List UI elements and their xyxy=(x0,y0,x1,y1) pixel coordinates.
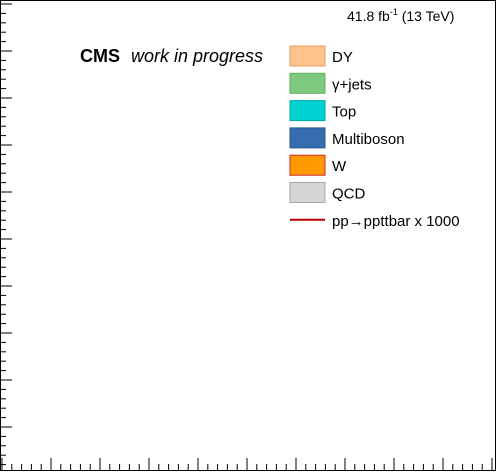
legend-label: DY xyxy=(332,49,353,66)
legend-entry: Top xyxy=(289,100,356,122)
luminosity-exponent: -1 xyxy=(390,7,398,17)
legend-entry: γ+jets xyxy=(289,72,372,94)
legend: DY γ+jets Top Multiboson W QCD pp→ppttbar x 10… xyxy=(289,45,460,230)
legend-label: Top xyxy=(332,104,356,121)
legend-swatch xyxy=(289,127,326,149)
y-axis-ticks xyxy=(1,3,12,466)
legend-swatch xyxy=(289,182,326,203)
luminosity-value: 41.8 fb xyxy=(347,8,390,24)
luminosity-label: 41.8 fb-1 (13 TeV) xyxy=(347,7,454,24)
legend-label: QCD xyxy=(332,186,366,203)
legend-entry: QCD xyxy=(289,182,366,203)
x-axis-ticks xyxy=(1,458,493,470)
legend-label: pp→ppttbar x 1000 xyxy=(332,213,460,230)
legend-swatch xyxy=(289,100,326,122)
cms-label: CMS xyxy=(80,46,120,66)
legend-label: W xyxy=(332,158,347,175)
legend-entry: pp→ppttbar x 1000 xyxy=(290,213,460,230)
legend-label: γ+jets xyxy=(332,76,372,93)
legend-swatch xyxy=(289,45,326,67)
legend-label: Multiboson xyxy=(332,131,405,148)
legend-entry: DY xyxy=(289,45,353,67)
legend-swatch xyxy=(289,154,326,176)
legend-swatch xyxy=(289,72,326,94)
legend-entry: W xyxy=(289,154,347,176)
legend-entry: Multiboson xyxy=(289,127,405,149)
work-in-progress-label: work in progress xyxy=(131,46,263,66)
luminosity-energy: (13 TeV) xyxy=(398,8,455,24)
